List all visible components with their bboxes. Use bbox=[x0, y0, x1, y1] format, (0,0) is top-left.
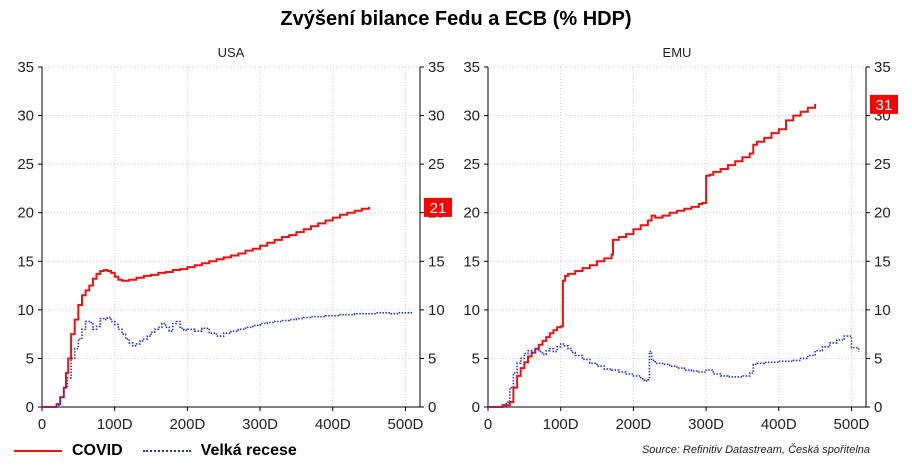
panel-1-ytick-label-right: 0 bbox=[428, 399, 436, 416]
legend-item-velka-recese: Velká recese bbox=[142, 442, 297, 460]
legend-swatch-velka-recese bbox=[142, 450, 191, 452]
panel-2-ytick-label-left: 10 bbox=[463, 302, 480, 319]
panel-1-series-velka-recese bbox=[42, 312, 414, 408]
panel-2-ytick-label-right: 10 bbox=[874, 302, 891, 319]
chart-title: Zvýšení bilance Fedu a ECB (% HDP) bbox=[280, 8, 632, 30]
panel-2-ytick-label-right: 0 bbox=[874, 399, 882, 416]
panel-1-end-label-box bbox=[424, 197, 452, 217]
panel-2-ytick-label-left: 0 bbox=[472, 399, 480, 416]
panel-2-ytick-label-right: 15 bbox=[874, 253, 891, 270]
legend-label-covid: COVID bbox=[72, 442, 123, 459]
panel-2-ytick-label-right: 20 bbox=[874, 205, 891, 222]
panel-2-xtick-label: 500D bbox=[834, 416, 870, 433]
panel-2-ytick-label-right: 25 bbox=[874, 156, 891, 173]
panel-2-xtick-label: 100D bbox=[543, 416, 579, 433]
panel-2-xtick-label: 300D bbox=[688, 416, 724, 433]
panel-2-series-covid bbox=[488, 103, 817, 408]
panel-1-xtick-label: 500D bbox=[388, 416, 424, 433]
panel-1-title: USA bbox=[218, 45, 245, 60]
panel-2-xtick-label: 400D bbox=[761, 416, 797, 433]
panel-1-ytick-label-right: 10 bbox=[428, 302, 445, 319]
panel-2-ytick-label-left: 5 bbox=[472, 350, 480, 367]
panel-2-ytick-label-left: 15 bbox=[463, 253, 480, 270]
panel-1-ytick-label-right: 35 bbox=[428, 59, 445, 76]
panel-1-ytick-label-left: 15 bbox=[17, 253, 34, 270]
panel-1-ytick-label-left: 0 bbox=[26, 399, 34, 416]
panel-1-xtick-label: 100D bbox=[97, 416, 133, 433]
panel-2-title: EMU bbox=[663, 45, 692, 60]
panel-1-xtick-label: 200D bbox=[169, 416, 205, 433]
panel-1-end-label: 21 bbox=[430, 200, 447, 217]
panel-1-ytick-label-left: 20 bbox=[17, 205, 34, 222]
panel-2-ytick-label-left: 25 bbox=[463, 156, 480, 173]
panel-2-xtick-label: 200D bbox=[615, 416, 651, 433]
panel-2-ytick-label-left: 35 bbox=[463, 59, 480, 76]
legend: COVID Velká recese bbox=[14, 437, 317, 465]
panel-2-ytick-label-right: 35 bbox=[874, 59, 891, 76]
panel-2-end-label: 31 bbox=[876, 97, 893, 114]
panel-1-ytick-label-right: 15 bbox=[428, 253, 445, 270]
panel-2-ytick-label-right: 5 bbox=[874, 350, 882, 367]
source-note: Source: Refinitiv Datastream, Česká spoř… bbox=[641, 444, 870, 456]
panel-1-ytick-label-left: 35 bbox=[17, 59, 34, 76]
panel-2-series-velka-recese bbox=[488, 335, 860, 408]
panel-2-end-label-box bbox=[870, 94, 898, 114]
panel-1-ytick-label-left: 25 bbox=[17, 156, 34, 173]
panel-1-ytick-label-right: 25 bbox=[428, 156, 445, 173]
legend-swatch-covid bbox=[14, 450, 62, 452]
panel-1-ytick-label-left: 5 bbox=[26, 350, 34, 367]
panel-2-ytick-label-left: 30 bbox=[463, 108, 480, 125]
panel-1-ytick-label-right: 30 bbox=[428, 108, 445, 125]
legend-item-covid: COVID bbox=[14, 442, 123, 460]
panel-1-xtick-label: 0 bbox=[38, 416, 46, 433]
panel-1-xtick-label: 300D bbox=[242, 416, 278, 433]
panel-2-ytick-label-left: 20 bbox=[463, 205, 480, 222]
panel-2-xtick-label: 0 bbox=[484, 416, 492, 433]
legend-label-velka-recese: Velká recese bbox=[200, 442, 297, 459]
panel-1-ytick-label-left: 30 bbox=[17, 108, 34, 125]
panel-1-ytick-label-left: 10 bbox=[17, 302, 34, 319]
panel-1-ytick-label-right: 5 bbox=[428, 350, 436, 367]
panel-1-series-covid bbox=[42, 206, 371, 408]
panel-1-xtick-label: 400D bbox=[315, 416, 351, 433]
